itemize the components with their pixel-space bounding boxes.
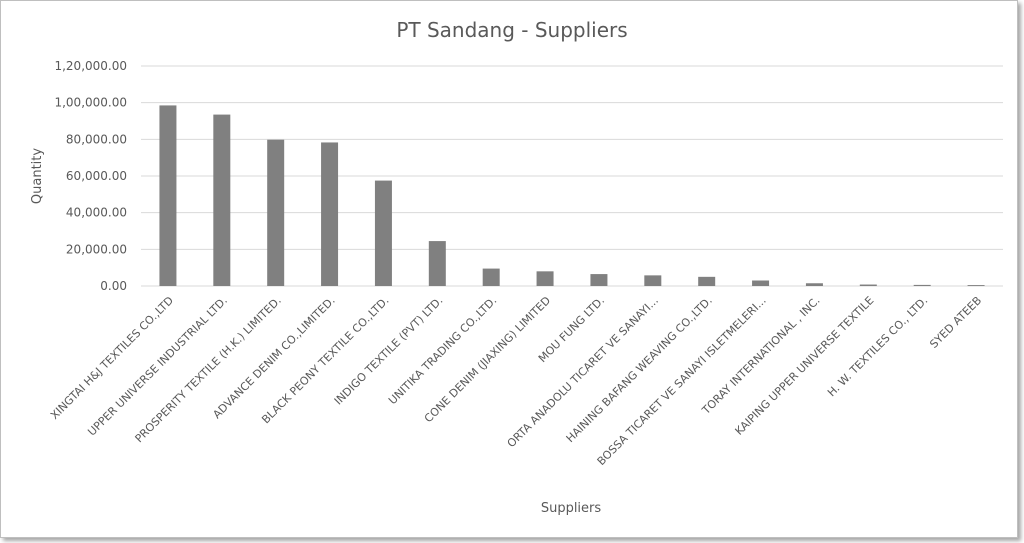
bar xyxy=(644,275,662,286)
chart-title: PT Sandang - Suppliers xyxy=(396,18,627,42)
bar xyxy=(374,180,392,286)
bar xyxy=(590,274,608,286)
bar xyxy=(482,268,500,286)
bar xyxy=(967,285,985,286)
y-tick-label: 40,000.00 xyxy=(66,206,127,220)
x-tick-label: INDIGO TEXTILE (PVT) LTD. xyxy=(332,294,446,408)
x-tick-label: UNITIKA TRADING CO.,LTD. xyxy=(386,294,499,407)
bar xyxy=(805,283,823,286)
x-tick-label: H. W. TEXTILES CO., LTD. xyxy=(825,294,930,399)
y-tick-label: 20,000.00 xyxy=(66,242,127,256)
y-tick-label: 1,00,000.00 xyxy=(54,96,127,110)
bar xyxy=(267,139,285,286)
bar xyxy=(536,271,554,286)
bar xyxy=(698,276,716,286)
y-tick-label: 80,000.00 xyxy=(66,132,127,146)
bar-chart: PT Sandang - Suppliers 0.00 20,000.00 40,0… xyxy=(30,18,1003,516)
x-axis-title: Suppliers xyxy=(541,501,602,516)
bar xyxy=(213,114,231,286)
bar xyxy=(752,280,770,286)
y-axis-ticks: 0.00 20,000.00 40,000.00 60,000.00 80,000.00… xyxy=(54,59,127,293)
bars xyxy=(159,105,985,287)
bar xyxy=(913,284,931,286)
x-tick-label: SYED ATEEB xyxy=(927,294,984,351)
x-tick-label: TORAY INTERNATIONAL , INC. xyxy=(699,294,823,418)
bar xyxy=(321,142,339,286)
y-tick-label: 1,20,000.00 xyxy=(54,59,127,73)
bar xyxy=(159,105,177,287)
y-tick-label: 60,000.00 xyxy=(66,169,127,183)
bar xyxy=(428,241,446,286)
gridlines xyxy=(141,65,1003,287)
y-axis-title: Quantity xyxy=(30,148,45,204)
y-tick-label: 0.00 xyxy=(100,279,127,293)
bar xyxy=(859,284,877,286)
